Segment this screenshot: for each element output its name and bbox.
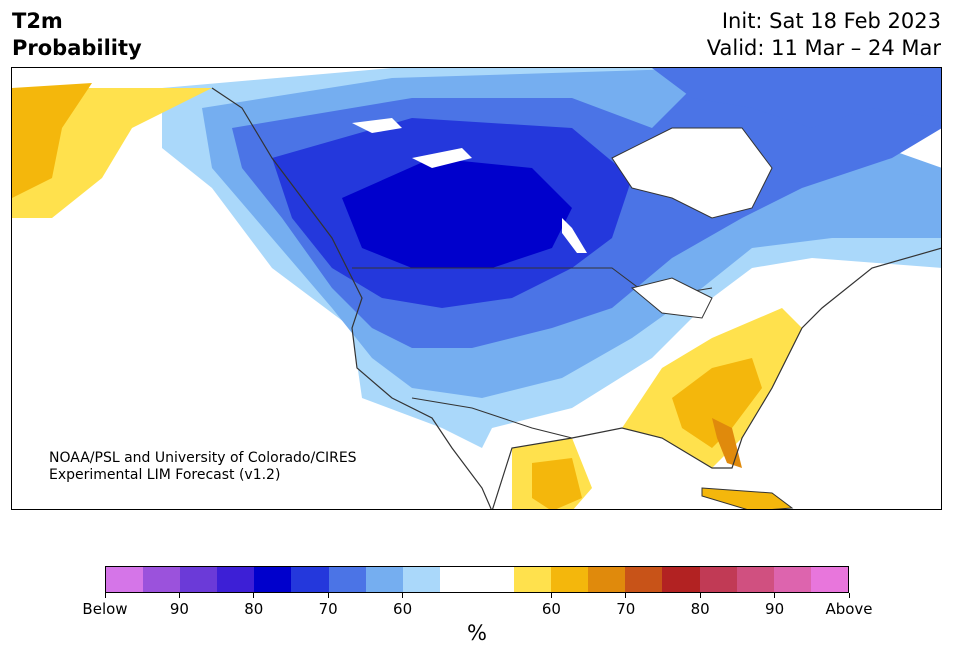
colorbar-bin [551,567,589,592]
coastline [211,87,492,509]
cuba [701,487,794,509]
colorbar-tick-mark [402,593,404,598]
map-title: T2m Probability [12,8,142,62]
colorbar-tick-mark [327,593,329,598]
colorbar [105,566,849,593]
hudson-bay [612,128,772,218]
colorbar-tick-label: 90 [169,600,189,618]
lake-winnipeg [562,218,587,253]
colorbar-tick-label: 90 [765,600,785,618]
forecast-dates: Init: Sat 18 Feb 2023 Valid: 11 Mar – 24… [707,8,941,62]
colorbar-bin [662,567,700,592]
shade-se-orange [672,358,762,448]
colorbar-bin [365,567,403,592]
colorbar-tick-label: 80 [690,600,710,618]
colorbar-tick-label: 60 [393,600,413,618]
colorbar-bin [736,567,774,592]
shade-greenland [652,68,941,128]
colorbar-unit: % [467,621,487,645]
init-date: Init: Sat 18 Feb 2023 [721,9,941,33]
colorbar-tick-label: 70 [616,600,636,618]
colorbar-tick-mark [253,593,255,598]
great-bear-lake [352,118,402,133]
colorbar-bin [625,567,663,592]
colorbar-bin [180,567,218,592]
colorbar-tick-label: 70 [318,600,338,618]
colorbar-tick-mark [699,593,701,598]
colorbar-bin [143,567,181,592]
colorbar-tick-label: Below [82,600,128,618]
colorbar-bin [476,567,515,592]
colorbar-bin [254,567,292,592]
probability-map [11,67,942,510]
shade-mexico-orange [532,458,582,509]
map-svg [12,68,941,509]
colorbar-tick-mark [104,593,106,598]
great-lakes [630,277,713,319]
colorbar-bin [514,567,552,592]
valid-range: Valid: 11 Mar – 24 Mar [706,36,941,60]
colorbar-bin [291,567,329,592]
us-mexico-border [411,397,573,439]
colorbar-bin [810,567,848,592]
colorbar-bin [106,567,144,592]
credit-line-2: Experimental LIM Forecast (v1.2) [49,467,281,483]
colorbar-tick-mark [625,593,627,598]
colorbar-tick-mark [550,593,552,598]
colorbar-bin [699,567,737,592]
colorbar-bin [402,567,440,592]
colorbar-bin [588,567,626,592]
colorbar-bin [217,567,255,592]
colorbar-tick-label: Above [825,600,873,618]
shade-florida [712,418,742,468]
credit-line-1: NOAA/PSL and University of Colorado/CIRE… [49,450,357,466]
hudson-bay-coast [611,127,773,219]
colorbar-bin [773,567,811,592]
title-line-1: T2m [12,9,63,33]
colorbar-tick-label: 80 [244,600,264,618]
great-slave-lake [412,148,472,168]
colorbar-bin [439,567,477,592]
title-line-2: Probability [12,36,142,60]
colorbar-tick-mark [178,593,180,598]
colorbar-tick-mark [848,593,850,598]
colorbar-bin [328,567,366,592]
shade-darkest-blue [342,158,572,268]
colorbar-tick-mark [774,593,776,598]
credit-text: NOAA/PSL and University of Colorado/CIRE… [49,450,357,484]
shade-alaska-orange [12,83,92,198]
colorbar-tick-label: 60 [541,600,561,618]
